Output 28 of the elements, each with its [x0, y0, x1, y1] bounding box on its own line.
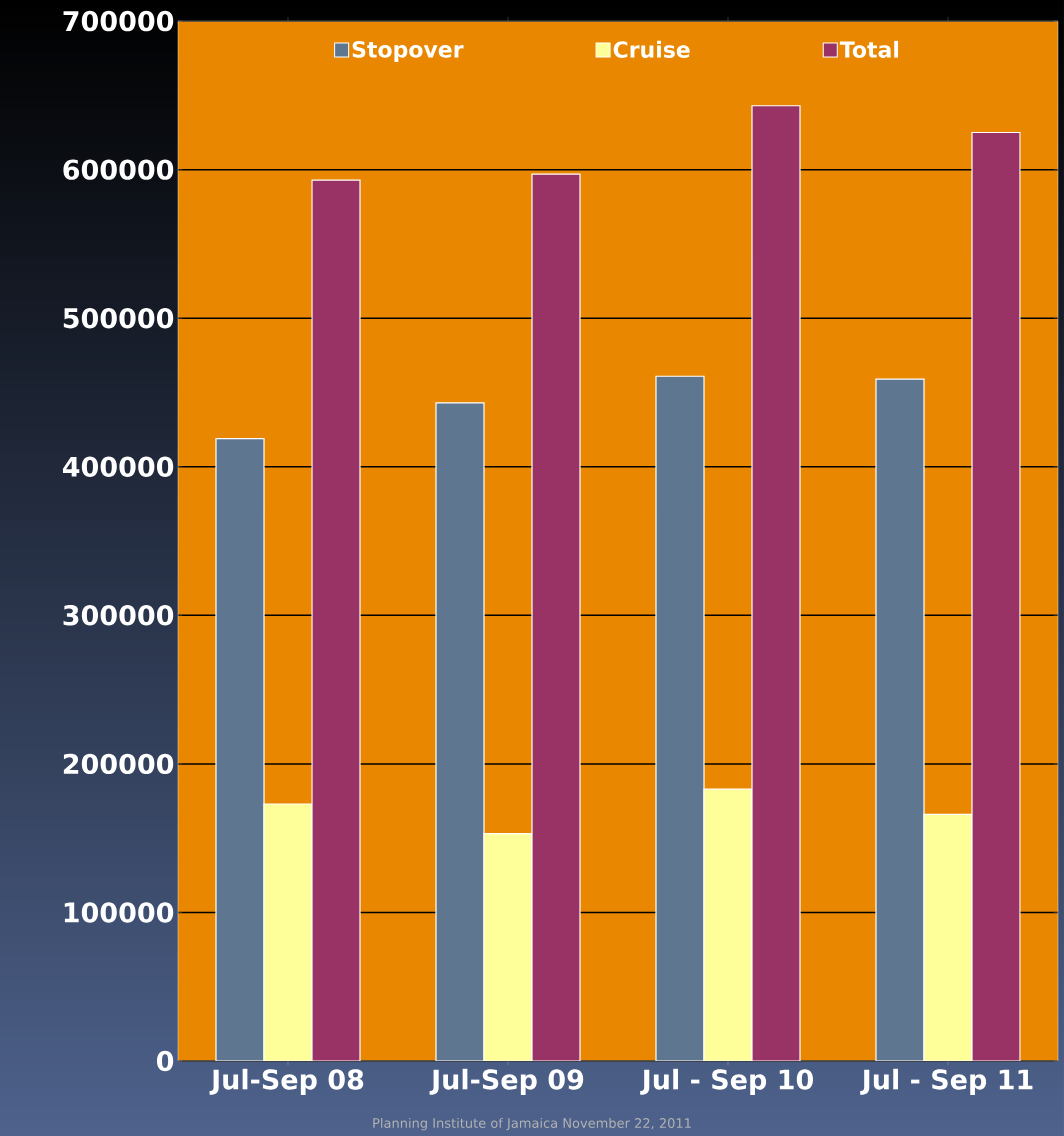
- y-tick-label: 0: [156, 1050, 174, 1072]
- legend-label: Stopover: [352, 41, 464, 62]
- bar: [311, 179, 361, 1061]
- bar: [751, 105, 801, 1061]
- y-tick-label: 100000: [64, 902, 174, 923]
- bar: [215, 437, 265, 1061]
- y-tick-label: 300000: [63, 605, 174, 626]
- y-tick-label: 400000: [62, 456, 174, 477]
- y-tick-label: 700000: [63, 10, 174, 32]
- text: Planning Institute of Jamaica November 22, 2011: [373, 1117, 691, 1131]
- bar: [923, 813, 973, 1061]
- y-tick-label: 500000: [63, 307, 174, 329]
- bar: [703, 788, 753, 1061]
- x-tick-label: Jul - Sep 11: [860, 1068, 1033, 1095]
- bar: [531, 173, 581, 1061]
- x-tick-label: Jul-Sep 08: [209, 1068, 364, 1095]
- legend-label: Total: [839, 40, 899, 58]
- bar: [483, 833, 533, 1061]
- bar: [435, 402, 485, 1061]
- bar: [655, 375, 705, 1061]
- y-tick-label: 200000: [63, 753, 174, 775]
- x-tick-label: Jul-Sep 09: [429, 1068, 584, 1095]
- bar: [875, 378, 925, 1061]
- y-tick-label: 600000: [63, 159, 174, 180]
- legend-label: Cruise: [613, 40, 690, 58]
- bar: [971, 131, 1021, 1061]
- bar: [263, 803, 313, 1061]
- x-tick-label: Jul - Sep 10: [640, 1068, 813, 1095]
